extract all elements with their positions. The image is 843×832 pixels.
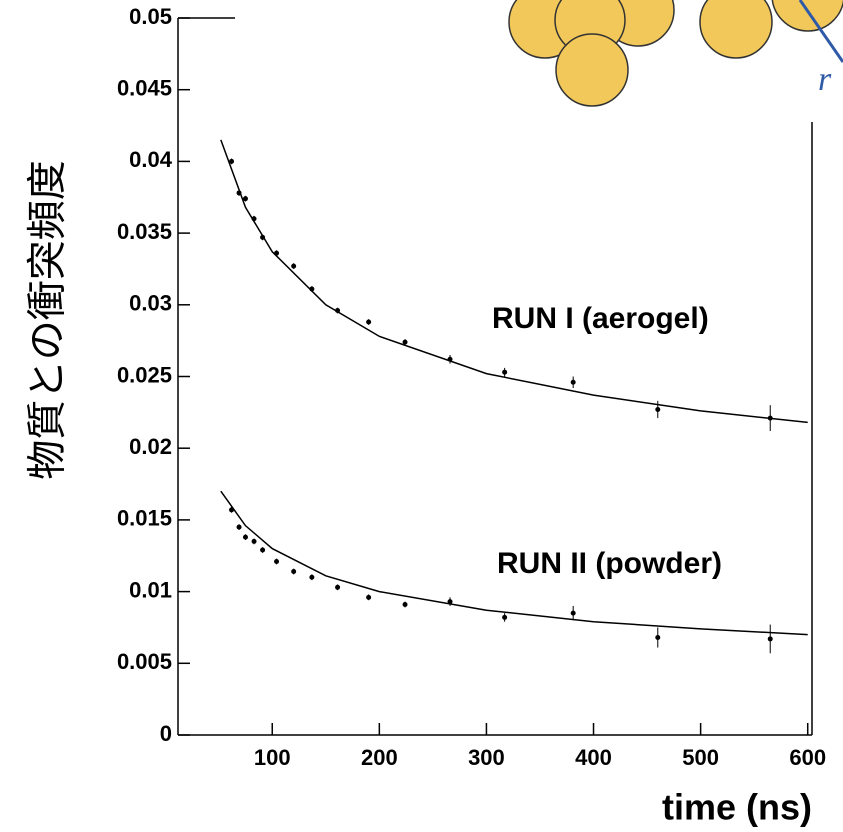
data-point — [236, 524, 242, 530]
x-tick-label: 400 — [575, 745, 612, 770]
particle-illustration — [508, 0, 843, 107]
y-tick-label: 0.04 — [129, 147, 173, 172]
data-point — [242, 196, 248, 202]
y-tick-label: 0.05 — [129, 4, 172, 29]
data-point — [335, 308, 341, 314]
fit-curve — [220, 139, 808, 424]
particle — [771, 0, 843, 32]
radius-line — [798, 0, 843, 63]
data-point — [260, 234, 266, 240]
data-point — [309, 286, 315, 292]
y-tick-label: 0 — [160, 721, 172, 746]
data-point — [366, 594, 372, 600]
x-tick-label: 200 — [361, 745, 398, 770]
x-tick-label: 600 — [789, 745, 826, 770]
data-point — [767, 636, 773, 642]
frame — [177, 17, 813, 736]
data-point — [570, 610, 576, 616]
y-tick-label: 0.015 — [117, 506, 172, 531]
data-point — [251, 216, 257, 222]
y-tick-label: 0.045 — [117, 76, 172, 101]
data-point — [402, 602, 408, 608]
data-point — [402, 339, 408, 345]
data-point — [229, 158, 235, 164]
data-point — [291, 569, 297, 575]
x-tick-label: 100 — [254, 745, 291, 770]
data-point — [260, 547, 266, 553]
x-axis-label: time (ns) — [662, 787, 812, 828]
data-point — [447, 599, 453, 605]
x-tick-label: 300 — [468, 745, 505, 770]
radius-label: r — [818, 61, 832, 98]
data-point — [447, 356, 453, 362]
data-point — [229, 507, 235, 513]
data-point — [570, 379, 576, 385]
data-point — [274, 558, 280, 564]
series-label: RUN II (powder) — [497, 547, 722, 580]
data-point — [335, 584, 341, 590]
y-tick-label: 0.035 — [117, 219, 172, 244]
y-axis-label: 物質との衝突頻度 — [26, 160, 70, 480]
y-tick-label: 0.005 — [117, 649, 172, 674]
y-tick-label: 0.01 — [129, 577, 172, 602]
data-point — [242, 534, 248, 540]
y-tick-label: 0.03 — [129, 291, 172, 316]
data-point — [274, 250, 280, 256]
data-point — [655, 634, 661, 640]
data-point — [236, 190, 242, 196]
y-tick-label: 0.025 — [117, 362, 172, 387]
data-point — [291, 263, 297, 269]
data-point — [366, 319, 372, 325]
data-point — [767, 415, 773, 421]
y-tick-label: 0.02 — [129, 434, 172, 459]
particle — [699, 0, 773, 59]
data-point — [251, 538, 257, 544]
fit-curve — [220, 490, 808, 636]
data-point — [655, 406, 661, 412]
x-tick-label: 500 — [682, 745, 719, 770]
data-point — [502, 614, 508, 620]
data-point — [309, 574, 315, 580]
particle — [555, 33, 629, 107]
series-label: RUN I (aerogel) — [492, 302, 709, 335]
data-point — [502, 369, 508, 375]
